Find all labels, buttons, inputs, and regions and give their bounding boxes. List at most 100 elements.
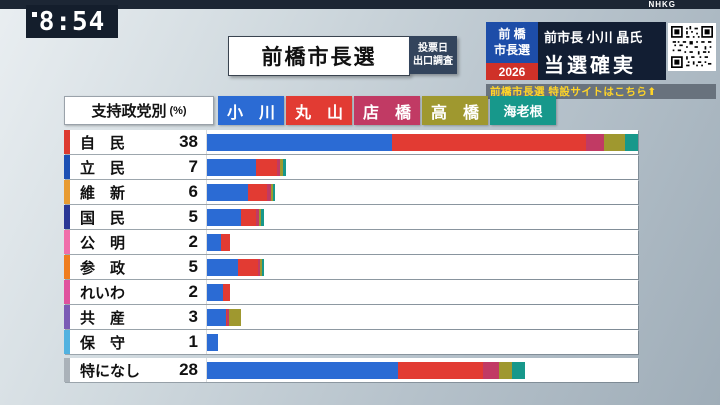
table-row: 保 守 1 bbox=[64, 330, 638, 354]
bar-segment-4 bbox=[270, 183, 273, 201]
party-labelbox: 共 産 3 bbox=[64, 305, 206, 329]
party-labelbox: 国 民 5 bbox=[64, 205, 206, 229]
bar-track bbox=[206, 180, 638, 204]
bar-segment-3 bbox=[586, 133, 604, 151]
stacked-bar bbox=[207, 208, 264, 226]
clock-time: 8:54 bbox=[38, 6, 106, 37]
party-value: 5 bbox=[188, 257, 198, 276]
table-row: 公 明 2 bbox=[64, 230, 638, 254]
qr-code bbox=[668, 23, 716, 71]
bar-track bbox=[206, 255, 638, 279]
bar-track bbox=[206, 358, 638, 382]
candidate-legend: 小 川丸 山店 橋高 橋海老根 bbox=[218, 96, 556, 125]
party-value: 28 bbox=[179, 360, 198, 379]
bar-segment-5 bbox=[261, 258, 264, 276]
bar-segment-2 bbox=[223, 283, 230, 301]
poll-badge-line2: 出口調査 bbox=[413, 56, 453, 67]
stacked-bar bbox=[207, 133, 638, 151]
party-label: 公 明 bbox=[80, 234, 126, 252]
table-row: 自 民 38 bbox=[64, 130, 638, 154]
bar-segment-4 bbox=[229, 308, 241, 326]
party-labelbox: 自 民 38 bbox=[64, 130, 206, 154]
party-label: 国 民 bbox=[80, 209, 126, 227]
party-accent bbox=[64, 358, 70, 382]
bar-segment-4 bbox=[259, 208, 262, 226]
party-value: 5 bbox=[188, 207, 198, 226]
bar-segment-2 bbox=[392, 133, 587, 151]
table-row: 共 産 3 bbox=[64, 305, 638, 329]
party-value: 6 bbox=[188, 182, 198, 201]
clock: 8:54 bbox=[26, 5, 118, 38]
bar-segment-5 bbox=[625, 133, 638, 151]
bar-segment-3 bbox=[266, 183, 271, 201]
bar-segment-1 bbox=[207, 233, 222, 251]
legend-chip-5: 海老根 bbox=[490, 96, 556, 125]
legend-chip-3: 店 橋 bbox=[354, 96, 420, 125]
party-accent bbox=[64, 155, 70, 179]
party-accent bbox=[64, 255, 70, 279]
bar-segment-5 bbox=[283, 158, 287, 176]
party-label: 共 産 bbox=[80, 309, 126, 327]
party-label: 保 守 bbox=[80, 334, 126, 352]
bar-segment-1 bbox=[207, 183, 248, 201]
stacked-bar bbox=[207, 283, 230, 301]
site-ticker: 前橋市長選 特設サイトはこちら⬆ bbox=[486, 84, 716, 99]
chart-title: 支持政党別 (%) bbox=[64, 96, 214, 125]
party-accent bbox=[64, 230, 70, 254]
bar-segment-1 bbox=[207, 258, 239, 276]
party-accent bbox=[64, 130, 70, 154]
bar-segment-5 bbox=[511, 361, 525, 379]
party-labelbox: 公 明 2 bbox=[64, 230, 206, 254]
qr-code-icon bbox=[671, 26, 713, 68]
bar-segment-3 bbox=[227, 308, 230, 326]
party-value: 1 bbox=[188, 332, 198, 351]
party-label: 維 新 bbox=[80, 184, 126, 202]
party-labelbox: 特になし 28 bbox=[64, 358, 206, 382]
party-accent bbox=[64, 280, 70, 304]
party-label: 特になし bbox=[80, 362, 141, 380]
chart-unit: (%) bbox=[169, 104, 187, 117]
party-accent bbox=[64, 330, 70, 354]
stacked-bar bbox=[207, 308, 241, 326]
bar-segment-2 bbox=[225, 308, 228, 326]
channel-logo: NHKG bbox=[648, 0, 676, 9]
stacked-bar bbox=[207, 183, 276, 201]
table-row: 特になし 28 bbox=[64, 358, 638, 382]
party-value: 7 bbox=[188, 157, 198, 176]
race-badge: 前 橋 市長選 2026 bbox=[486, 22, 538, 80]
race-badge-year: 2026 bbox=[486, 63, 538, 80]
winner-name: 前市長 小川 晶氏 bbox=[544, 30, 643, 45]
party-accent bbox=[64, 205, 70, 229]
party-label: 立 民 bbox=[80, 159, 126, 177]
poll-badge-line1: 投票日 bbox=[418, 42, 448, 54]
bar-segment-5 bbox=[261, 208, 264, 226]
bar-track bbox=[206, 280, 638, 304]
party-label: れいわ bbox=[80, 284, 126, 302]
race-badge-name: 前 橋 市長選 bbox=[486, 22, 538, 63]
bar-segment-3 bbox=[276, 158, 281, 176]
bar-segment-2 bbox=[247, 183, 267, 201]
bar-track bbox=[206, 305, 638, 329]
stacked-bar bbox=[207, 333, 219, 351]
bar-segment-4 bbox=[280, 158, 284, 176]
top-strip bbox=[0, 0, 720, 9]
bar-segment-2 bbox=[238, 258, 259, 276]
party-value: 38 bbox=[179, 132, 198, 151]
legend-chip-4: 高 橋 bbox=[422, 96, 488, 125]
party-labelbox: れいわ 2 bbox=[64, 280, 206, 304]
stacked-bar bbox=[207, 233, 230, 251]
bar-segment-4 bbox=[499, 361, 512, 379]
bar-track bbox=[206, 230, 638, 254]
bar-segment-1 bbox=[207, 361, 398, 379]
result-status: 当選確実 bbox=[544, 55, 636, 77]
table-row: 参 政 5 bbox=[64, 255, 638, 279]
party-labelbox: 立 民 7 bbox=[64, 155, 206, 179]
stacked-bar bbox=[207, 158, 287, 176]
chart-rows: 自 民 38 立 民 7 維 新 6 国 民 5 公 明 2 参 政 5 れいわ 2 共 産 3 保 守 1 特にな… bbox=[64, 130, 638, 383]
stacked-bar bbox=[207, 258, 264, 276]
clock-dot-icon bbox=[32, 12, 37, 17]
bar-segment-5 bbox=[272, 183, 276, 201]
bar-segment-3 bbox=[483, 361, 500, 379]
bar-segment-1 bbox=[207, 333, 219, 351]
